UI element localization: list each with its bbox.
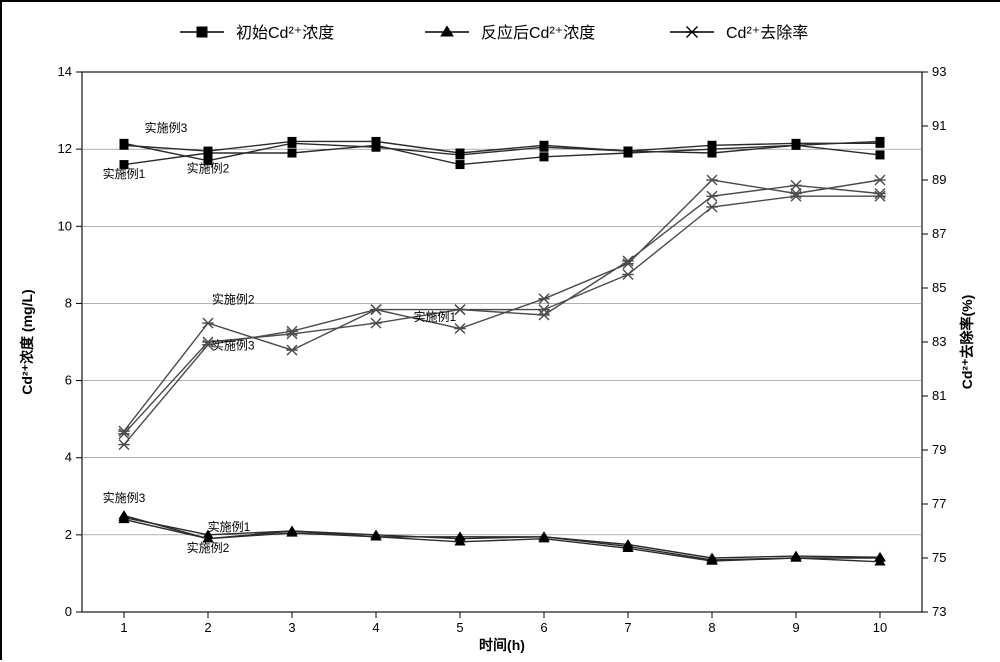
svg-text:4: 4 bbox=[372, 620, 379, 635]
svg-text:0: 0 bbox=[65, 604, 72, 619]
annotation-label: 实施例1 bbox=[413, 309, 456, 324]
svg-text:81: 81 bbox=[932, 388, 946, 403]
svg-text:7: 7 bbox=[624, 620, 631, 635]
svg-text:6: 6 bbox=[65, 373, 72, 388]
annotation-label: 实施例3 bbox=[145, 120, 188, 135]
svg-text:5: 5 bbox=[456, 620, 463, 635]
svg-text:Cd²⁺去除率(%): Cd²⁺去除率(%) bbox=[959, 295, 975, 390]
annotation-label: 实施例2 bbox=[212, 291, 255, 306]
svg-text:4: 4 bbox=[65, 450, 72, 465]
chart-frame: 0246810121473757779818385878991931234567… bbox=[0, 0, 1000, 660]
legend-label: 反应后Cd²⁺浓度 bbox=[481, 23, 595, 42]
legend-label: Cd²⁺去除率 bbox=[726, 24, 808, 42]
svg-text:79: 79 bbox=[932, 442, 946, 457]
svg-text:2: 2 bbox=[204, 620, 211, 635]
annotation-label: 实施例3 bbox=[212, 338, 255, 353]
annotation-label: 实施例3 bbox=[103, 490, 146, 505]
svg-text:6: 6 bbox=[540, 620, 547, 635]
svg-text:12: 12 bbox=[58, 141, 72, 156]
annotation-label: 实施例2 bbox=[187, 540, 230, 555]
svg-text:73: 73 bbox=[932, 604, 946, 619]
svg-text:1: 1 bbox=[120, 620, 127, 635]
annotation-label: 实施例1 bbox=[208, 519, 251, 534]
legend-label: 初始Cd²⁺浓度 bbox=[236, 24, 334, 42]
svg-text:8: 8 bbox=[65, 295, 72, 310]
annotation-label: 实施例1 bbox=[103, 166, 146, 181]
svg-text:93: 93 bbox=[932, 64, 946, 79]
svg-text:75: 75 bbox=[932, 550, 946, 565]
chart-svg: 0246810121473757779818385878991931234567… bbox=[2, 2, 1000, 662]
svg-text:89: 89 bbox=[932, 172, 946, 187]
svg-text:9: 9 bbox=[792, 620, 799, 635]
svg-text:Cd²⁺浓度 (mg/L): Cd²⁺浓度 (mg/L) bbox=[19, 289, 35, 394]
annotation-label: 实施例2 bbox=[187, 160, 230, 175]
svg-text:77: 77 bbox=[932, 496, 946, 511]
svg-text:2: 2 bbox=[65, 527, 72, 542]
svg-text:8: 8 bbox=[708, 620, 715, 635]
svg-text:83: 83 bbox=[932, 334, 946, 349]
svg-text:87: 87 bbox=[932, 226, 946, 241]
svg-text:10: 10 bbox=[58, 218, 72, 233]
svg-text:91: 91 bbox=[932, 118, 946, 133]
svg-text:14: 14 bbox=[58, 64, 72, 79]
svg-text:85: 85 bbox=[932, 280, 946, 295]
svg-text:时间(h): 时间(h) bbox=[479, 637, 525, 653]
svg-text:3: 3 bbox=[288, 620, 295, 635]
svg-text:10: 10 bbox=[873, 620, 887, 635]
